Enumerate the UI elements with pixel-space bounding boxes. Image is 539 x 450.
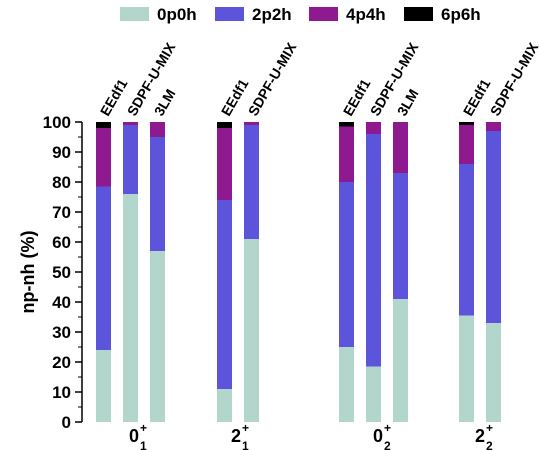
y-axis-label: np-nh (%) xyxy=(18,231,38,314)
y-tick-label-10: 10 xyxy=(52,383,71,402)
y-tick-label-70: 70 xyxy=(52,203,71,222)
bar-segment-2p2h-SDPF-U-MIX xyxy=(486,131,501,323)
bar-segment-4p4h-SDPF-U-MIX xyxy=(123,122,138,125)
bar-segment-4p4h-EEdf1 xyxy=(339,126,354,182)
group-label: 2 xyxy=(231,426,241,446)
bar-segment-6p6h-EEdf1 xyxy=(339,122,354,127)
bar-segment-4p4h-3LM xyxy=(150,122,165,137)
bar-segment-4p4h-SDPF-U-MIX xyxy=(486,122,501,131)
group-label-sup: + xyxy=(486,421,493,435)
group-label-sup: + xyxy=(242,421,249,435)
bar-segment-4p4h-SDPF-U-MIX xyxy=(366,122,381,134)
bar-segment-2p2h-SDPF-U-MIX xyxy=(366,134,381,367)
bar-segment-2p2h-SDPF-U-MIX xyxy=(123,125,138,194)
y-tick-label-60: 60 xyxy=(52,233,71,252)
bar-label-3LM: 3LM xyxy=(394,86,422,118)
group-label: 0 xyxy=(373,426,383,446)
y-tick-label-80: 80 xyxy=(52,173,71,192)
y-tick-label-50: 50 xyxy=(52,263,71,282)
legend-swatch-6p6h xyxy=(404,7,433,21)
bar-segment-0p0h-SDPF-U-MIX xyxy=(366,366,381,422)
legend: 0p0h 2p2h 4p4h 6p6h xyxy=(120,5,481,24)
bar-segment-0p0h-3LM xyxy=(393,299,408,422)
bar-segment-2p2h-EEdf1 xyxy=(96,186,111,350)
bar-segment-2p2h-EEdf1 xyxy=(217,200,232,389)
y-tick-label-30: 30 xyxy=(52,323,71,342)
bar-segment-4p4h-SDPF-U-MIX xyxy=(244,122,259,125)
legend-swatch-0p0h xyxy=(120,7,149,21)
bar-segment-0p0h-EEdf1 xyxy=(96,350,111,422)
group-label-sup: + xyxy=(140,421,147,435)
legend-label-2p2h: 2p2h xyxy=(252,5,292,24)
group-label-sup: + xyxy=(384,421,391,435)
y-tick-label-40: 40 xyxy=(52,293,71,312)
bar-segment-4p4h-EEdf1 xyxy=(459,125,474,164)
bar-segment-0p0h-EEdf1 xyxy=(339,347,354,422)
y-tick-label-20: 20 xyxy=(52,353,71,372)
y-tick-label-90: 90 xyxy=(52,143,71,162)
group-label-sub: 1 xyxy=(140,439,147,450)
y-tick-label-0: 0 xyxy=(62,413,71,432)
bar-label-SDPF-U-MIX: SDPF-U-MIX xyxy=(245,39,300,118)
legend-label-0p0h: 0p0h xyxy=(157,5,197,24)
bar-label-3LM: 3LM xyxy=(151,86,179,118)
bar-segment-2p2h-3LM xyxy=(150,137,165,251)
group-label: 0 xyxy=(129,426,139,446)
group-label: 2 xyxy=(475,426,485,446)
bar-segment-2p2h-EEdf1 xyxy=(459,164,474,316)
bar-segment-6p6h-EEdf1 xyxy=(217,122,232,128)
group-label-sub: 2 xyxy=(384,439,391,450)
bar-segment-0p0h-SDPF-U-MIX xyxy=(123,194,138,422)
bar-segment-2p2h-3LM xyxy=(393,173,408,299)
group-labels: 0 +1 2 +1 0 +2 2 +2 xyxy=(129,421,493,450)
legend-label-4p4h: 4p4h xyxy=(346,5,386,24)
bar-segment-0p0h-SDPF-U-MIX xyxy=(244,239,259,422)
legend-swatch-4p4h xyxy=(309,7,338,21)
bar-segment-4p4h-3LM xyxy=(393,122,408,173)
legend-label-6p6h: 6p6h xyxy=(441,5,481,24)
bar-segment-0p0h-3LM xyxy=(150,251,165,422)
bar-segment-4p4h-EEdf1 xyxy=(96,128,111,187)
bar-segment-2p2h-SDPF-U-MIX xyxy=(244,125,259,239)
bars xyxy=(96,122,501,422)
bar-segment-2p2h-EEdf1 xyxy=(339,182,354,347)
bar-segment-6p6h-EEdf1 xyxy=(459,122,474,125)
bar-label-SDPF-U-MIX: SDPF-U-MIX xyxy=(487,39,539,118)
group-label-sub: 1 xyxy=(242,439,249,450)
bar-segment-4p4h-EEdf1 xyxy=(217,128,232,200)
bar-segment-0p0h-SDPF-U-MIX xyxy=(486,323,501,422)
y-axis: 0 10 20 30 40 50 60 70 80 90 100 xyxy=(43,113,83,432)
legend-swatch-2p2h xyxy=(215,7,244,21)
y-tick-label-100: 100 xyxy=(43,113,71,132)
bar-segment-0p0h-EEdf1 xyxy=(459,315,474,422)
bar-segment-6p6h-EEdf1 xyxy=(96,122,111,128)
bar-segment-0p0h-EEdf1 xyxy=(217,389,232,422)
group-label-sub: 2 xyxy=(486,439,493,450)
